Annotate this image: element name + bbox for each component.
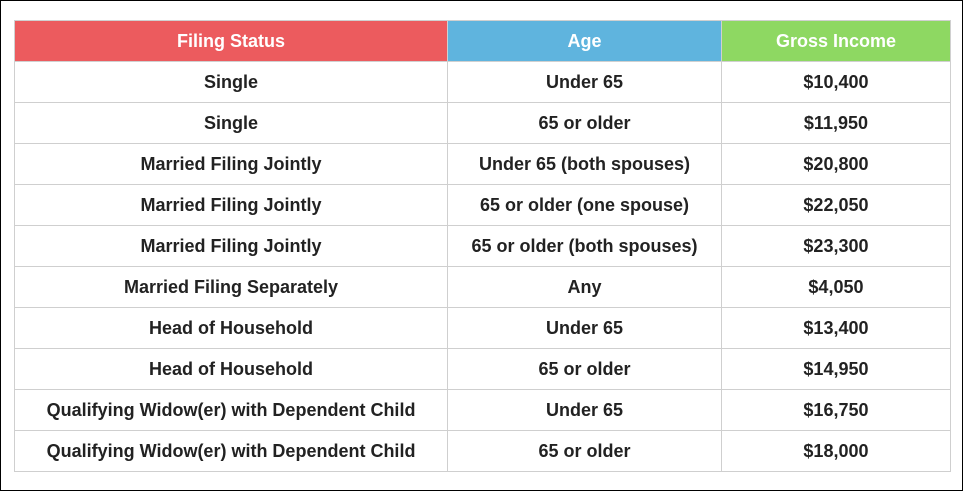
table-row: Qualifying Widow(er) with Dependent Chil… xyxy=(13,430,952,472)
cell-filing-status: Head of Household xyxy=(13,307,449,349)
table-row: Single 65 or older $11,950 xyxy=(13,102,952,144)
cell-gross-income: $22,050 xyxy=(720,184,952,226)
cell-filing-status: Married Filing Jointly xyxy=(13,143,449,185)
cell-age: 65 or older (both spouses) xyxy=(447,225,722,267)
cell-age: 65 or older xyxy=(447,430,722,472)
cell-gross-income: $16,750 xyxy=(720,389,952,431)
cell-gross-income: $18,000 xyxy=(720,430,952,472)
table-header-row: Filing Status Age Gross Income xyxy=(13,20,952,62)
table-row: Qualifying Widow(er) with Dependent Chil… xyxy=(13,389,952,431)
cell-gross-income: $13,400 xyxy=(720,307,952,349)
table-row: Married Filing Jointly Under 65 (both sp… xyxy=(13,143,952,185)
table-row: Married Filing Separately Any $4,050 xyxy=(13,266,952,308)
table-row: Single Under 65 $10,400 xyxy=(13,61,952,103)
cell-filing-status: Qualifying Widow(er) with Dependent Chil… xyxy=(13,389,449,431)
table-row: Married Filing Jointly 65 or older (both… xyxy=(13,225,952,267)
cell-filing-status: Married Filing Separately xyxy=(13,266,449,308)
income-threshold-table: Filing Status Age Gross Income Single Un… xyxy=(13,20,952,472)
cell-gross-income: $20,800 xyxy=(720,143,952,185)
cell-age: Under 65 xyxy=(447,61,722,103)
cell-age: 65 or older xyxy=(447,348,722,390)
cell-age: Under 65 xyxy=(447,389,722,431)
table-row: Head of Household Under 65 $13,400 xyxy=(13,307,952,349)
cell-age: 65 or older (one spouse) xyxy=(447,184,722,226)
cell-filing-status: Single xyxy=(13,61,449,103)
cell-filing-status: Head of Household xyxy=(13,348,449,390)
cell-filing-status: Qualifying Widow(er) with Dependent Chil… xyxy=(13,430,449,472)
cell-age: Any xyxy=(447,266,722,308)
cell-gross-income: $14,950 xyxy=(720,348,952,390)
cell-filing-status: Single xyxy=(13,102,449,144)
cell-age: 65 or older xyxy=(447,102,722,144)
cell-filing-status: Married Filing Jointly xyxy=(13,184,449,226)
table-row: Head of Household 65 or older $14,950 xyxy=(13,348,952,390)
cell-filing-status: Married Filing Jointly xyxy=(13,225,449,267)
cell-gross-income: $11,950 xyxy=(720,102,952,144)
cell-age: Under 65 (both spouses) xyxy=(447,143,722,185)
header-gross-income: Gross Income xyxy=(720,20,952,62)
table-row: Married Filing Jointly 65 or older (one … xyxy=(13,184,952,226)
cell-gross-income: $4,050 xyxy=(720,266,952,308)
header-filing-status: Filing Status xyxy=(13,20,449,62)
cell-gross-income: $10,400 xyxy=(720,61,952,103)
header-age: Age xyxy=(447,20,722,62)
cell-gross-income: $23,300 xyxy=(720,225,952,267)
cell-age: Under 65 xyxy=(447,307,722,349)
